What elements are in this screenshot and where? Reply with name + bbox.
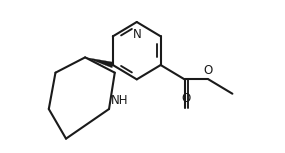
Text: O: O (203, 63, 212, 76)
Text: O: O (182, 92, 191, 105)
Text: NH: NH (111, 95, 129, 108)
Text: N: N (133, 28, 141, 41)
Polygon shape (85, 57, 114, 68)
